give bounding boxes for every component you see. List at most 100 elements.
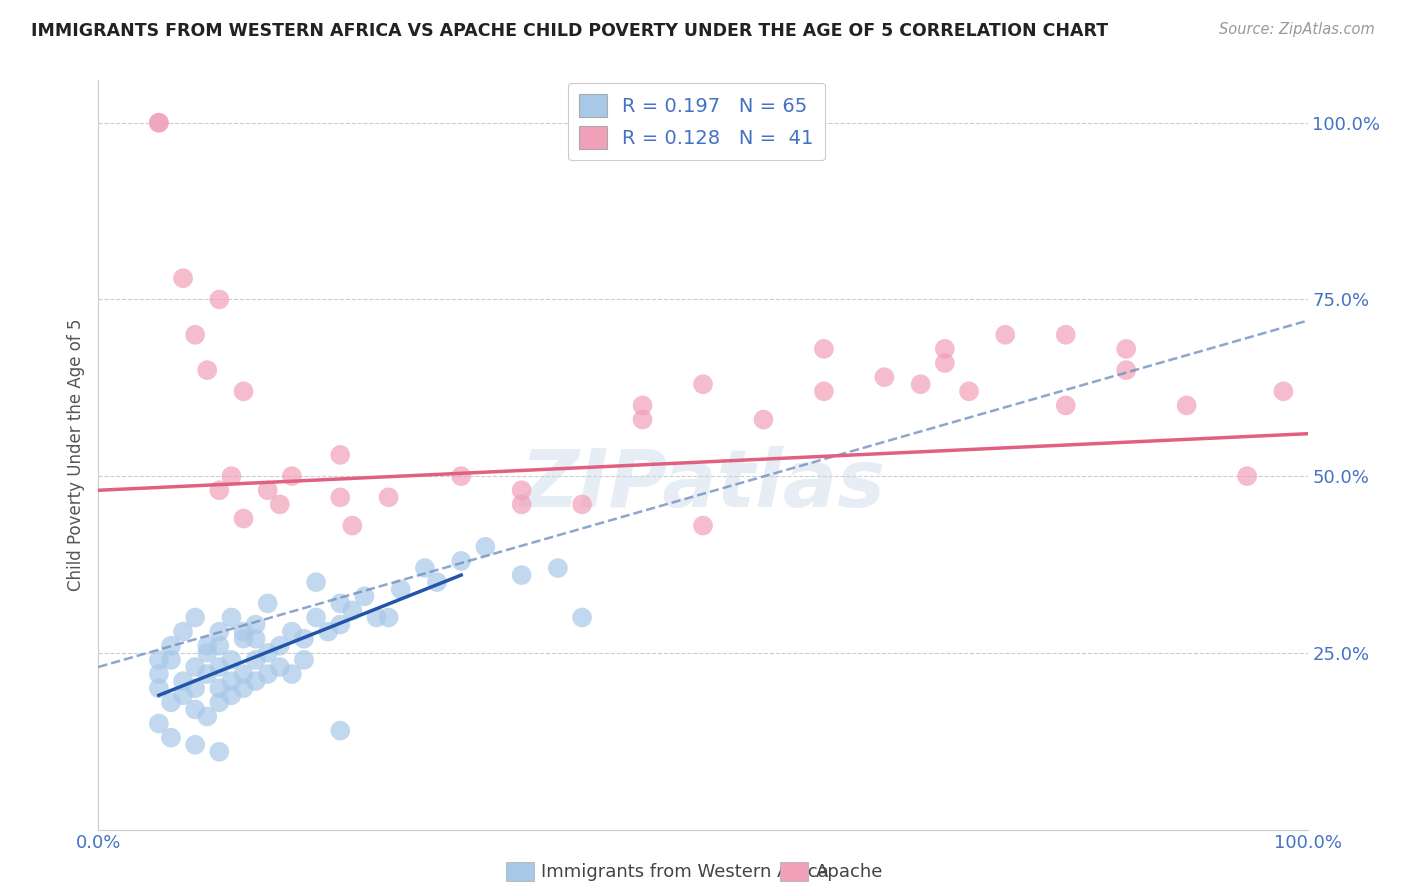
Point [232,632,254,646]
Point [221,674,243,689]
Point [1272,384,1295,399]
Point [160,653,183,667]
Point [221,469,243,483]
Point [910,377,932,392]
Point [281,469,304,483]
Point [172,688,194,702]
Point [221,610,243,624]
Point [631,412,654,426]
Point [692,377,714,392]
Point [1115,342,1137,356]
Point [195,639,218,653]
Point [1236,469,1258,483]
Point [160,731,183,745]
Point [208,293,231,307]
Point [148,653,170,667]
Point [377,491,399,505]
Point [195,709,218,723]
Point [366,610,388,624]
Point [208,624,231,639]
Point [389,582,412,597]
Point [195,363,218,377]
Point [148,681,170,696]
Point [208,745,231,759]
Point [195,667,218,681]
Point [256,483,278,498]
Point [1054,399,1077,413]
Point [256,596,278,610]
Y-axis label: Child Poverty Under the Age of 5: Child Poverty Under the Age of 5 [66,318,84,591]
Point [269,497,291,511]
Point [329,723,352,738]
Point [172,271,194,285]
Point [342,603,364,617]
Point [426,575,449,590]
Point [316,624,339,639]
Point [305,610,328,624]
Point [184,702,207,716]
Point [221,653,243,667]
Point [232,511,254,525]
Point [994,327,1017,342]
Point [208,660,231,674]
Point [547,561,569,575]
Point [172,674,194,689]
Point [245,653,267,667]
Legend: R = 0.197   N = 65, R = 0.128   N =  41: R = 0.197 N = 65, R = 0.128 N = 41 [568,82,825,161]
Point [1054,327,1077,342]
Point [873,370,896,384]
Point [269,660,291,674]
Point [413,561,436,575]
Point [377,610,399,624]
Point [292,653,315,667]
Point [148,116,170,130]
Point [281,667,304,681]
Point [195,646,218,660]
Point [232,667,254,681]
Point [692,518,714,533]
Text: ZIPatlas: ZIPatlas [520,446,886,524]
Text: Immigrants from Western Africa: Immigrants from Western Africa [541,863,830,881]
Point [221,688,243,702]
Point [160,639,183,653]
Point [269,639,291,653]
Text: Source: ZipAtlas.com: Source: ZipAtlas.com [1219,22,1375,37]
Point [245,632,267,646]
Point [510,483,533,498]
Point [148,116,170,130]
Point [474,540,496,554]
Point [148,716,170,731]
Point [934,342,956,356]
Point [510,568,533,582]
Point [329,491,352,505]
Point [172,624,194,639]
Point [510,497,533,511]
Point [160,695,183,709]
Point [232,681,254,696]
Point [571,610,593,624]
Point [934,356,956,370]
Point [184,660,207,674]
Point [450,554,472,568]
Point [184,681,207,696]
Text: Apache: Apache [815,863,883,881]
Point [232,384,254,399]
Point [342,518,364,533]
Point [184,738,207,752]
Point [752,412,775,426]
Point [571,497,593,511]
Point [245,617,267,632]
Point [208,483,231,498]
Point [329,617,352,632]
Point [184,610,207,624]
Point [256,667,278,681]
Point [631,399,654,413]
Point [292,632,315,646]
Point [305,575,328,590]
Point [245,674,267,689]
Point [256,646,278,660]
Point [208,681,231,696]
Point [450,469,472,483]
Point [957,384,980,399]
Point [329,596,352,610]
